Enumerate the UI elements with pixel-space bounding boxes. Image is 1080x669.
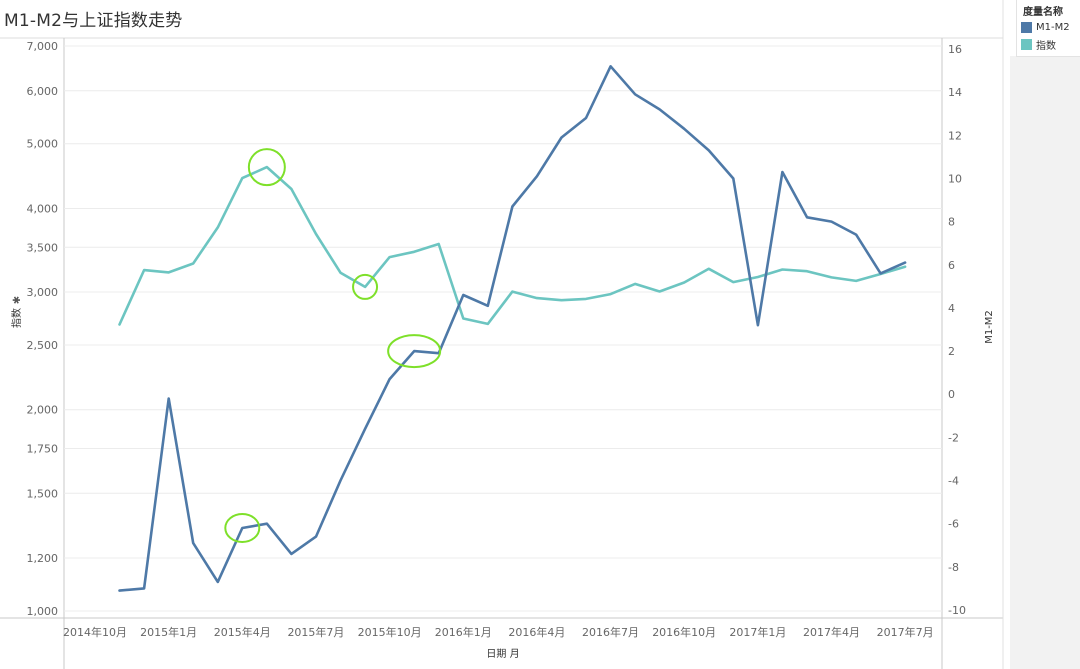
legend-swatch-m1m2	[1021, 22, 1032, 33]
left-tick-label: 1,750	[27, 443, 59, 456]
x-tick-label: 2017年1月	[729, 625, 786, 639]
series-line-m1m2	[118, 65, 907, 592]
left-tick-label: 3,000	[27, 286, 59, 299]
left-tick-label: 5,000	[27, 138, 59, 151]
right-tick-label: -8	[948, 561, 959, 574]
right-tick-label: -2	[948, 431, 959, 444]
left-tick-label: 1,000	[27, 605, 59, 618]
right-axis-title: M1-M2	[984, 310, 995, 344]
x-tick-label: 2015年1月	[140, 625, 197, 639]
right-tick-label: 10	[948, 172, 962, 185]
x-tick-label: 2015年7月	[287, 625, 344, 639]
x-axis-title: 日期 月	[486, 648, 519, 660]
series-line-index	[118, 165, 907, 326]
legend-item-index[interactable]: 指数	[1021, 37, 1080, 52]
legend: 度量名称 M1-M2 指数	[1016, 0, 1080, 57]
right-tick-label: 12	[948, 129, 962, 142]
right-tick-label: 8	[948, 216, 955, 229]
chart-title: M1-M2与上证指数走势	[4, 11, 183, 31]
right-tick-label: 0	[948, 388, 955, 401]
annotation-circle	[247, 148, 286, 187]
right-tick-label: 4	[948, 302, 955, 315]
side-panel	[1010, 56, 1080, 669]
x-tick-label: 2016年7月	[582, 625, 639, 639]
right-tick-label: 14	[948, 86, 962, 99]
right-tick-label: 16	[948, 43, 962, 56]
x-tick-label: 2016年4月	[508, 625, 565, 639]
left-tick-label: 1,200	[27, 552, 59, 565]
legend-item-m1m2[interactable]: M1-M2	[1021, 22, 1080, 33]
annotation-circle	[352, 273, 379, 300]
x-tick-label: 2017年7月	[877, 625, 934, 639]
x-tick-label: 2015年4月	[214, 625, 271, 639]
legend-label-index: 指数	[1036, 41, 1056, 52]
right-tick-label: 2	[948, 345, 955, 358]
left-tick-label: 1,500	[27, 487, 59, 500]
right-tick-label: -4	[948, 475, 959, 488]
legend-swatch-index	[1021, 39, 1032, 50]
left-tick-label: 3,500	[27, 241, 59, 254]
legend-label-m1m2: M1-M2	[1036, 22, 1070, 33]
x-tick-label: 2017年4月	[803, 625, 860, 639]
left-tick-label: 7,000	[27, 40, 59, 53]
left-tick-label: 6,000	[27, 85, 59, 98]
left-tick-label: 4,000	[27, 202, 59, 215]
left-tick-label: 2,500	[27, 339, 59, 352]
pin-icon: ✱	[12, 296, 23, 304]
chart-svg: 1,000 1,200 1,500 1,750 2,000 2,500 3,000 3,500…	[0, 0, 1004, 669]
left-axis-title: 指数	[10, 308, 23, 328]
right-tick-label: -10	[948, 604, 966, 617]
x-tick-label: 2016年10月	[652, 625, 716, 639]
right-tick-label: -6	[948, 518, 959, 531]
annotation-circle	[224, 513, 261, 544]
x-tick-label: 2014年10月	[63, 625, 127, 639]
x-tick-label: 2015年10月	[358, 625, 422, 639]
x-tick-label: 2016年1月	[435, 625, 492, 639]
annotation-circle	[387, 334, 442, 369]
right-tick-label: 6	[948, 259, 955, 272]
left-tick-label: 2,000	[27, 404, 59, 417]
legend-title: 度量名称	[1023, 7, 1063, 18]
